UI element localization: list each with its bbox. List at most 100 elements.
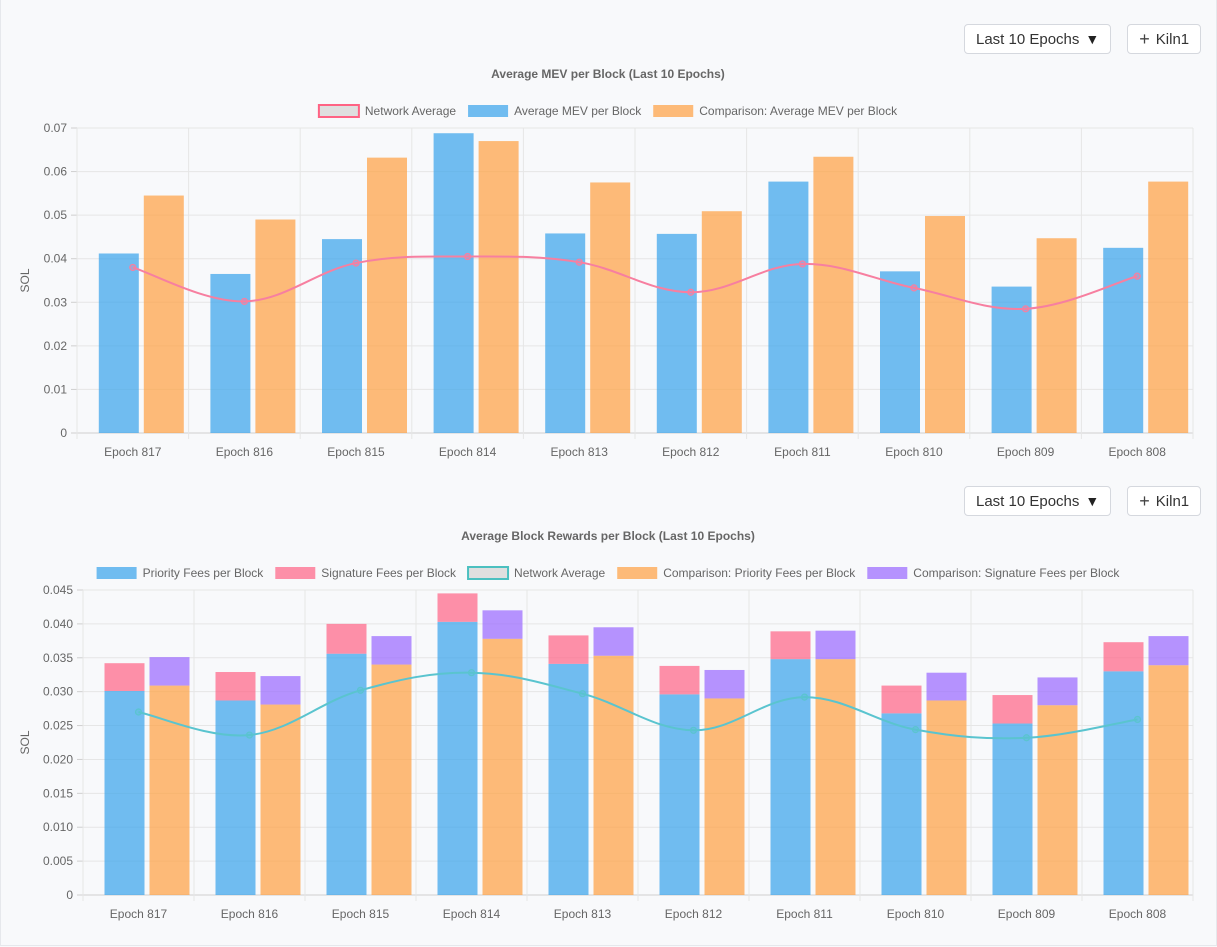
bar [260,676,301,705]
y-tick-label: 0.010 [43,820,73,834]
bar [371,664,412,895]
bar [1148,636,1189,666]
bar [701,211,742,433]
network-average-point [1133,715,1142,724]
bar [482,610,523,639]
legend-swatch [467,566,510,580]
x-axis: Epoch 817 Epoch 816 Epoch 815 Epoch 814 Epoc… [76,128,1194,459]
x-tick-label: Epoch 814 [439,445,497,459]
bar [545,233,586,433]
x-tick-label: Epoch 817 [104,445,162,459]
bar [1103,671,1144,895]
network-average-point [578,690,587,698]
bar [768,181,809,433]
legend-swatch [468,105,509,117]
y-tick-label: 0.025 [43,719,73,733]
bar [593,627,634,656]
bar [815,659,856,895]
plus-icon: + [1139,29,1150,49]
legend-swatch [617,567,658,579]
network-average-point [575,258,583,266]
y-tick-label: 0.01 [44,382,68,396]
bar [322,239,362,433]
bar [926,672,967,701]
rewards-chart-controls: Last 10 Epochs ▼ + Kiln1 [964,486,1202,516]
network-average-point [464,252,472,261]
x-tick-label: Epoch 808 [1109,445,1167,459]
bar [659,665,700,695]
x-axis: Epoch 817 Epoch 816 Epoch 815 Epoch 814 Epoc… [82,590,1194,921]
network-average-point [467,669,476,677]
bar [992,723,1033,895]
bar [1148,665,1189,895]
network-average-point [910,284,918,292]
network-average-point [689,726,698,734]
bar [149,657,190,686]
bar [1037,677,1078,706]
network-average-point [798,260,807,268]
x-tick-label: Epoch 812 [665,907,723,921]
x-tick-label: Epoch 814 [443,907,501,921]
bar [326,623,367,654]
x-tick-label: Epoch 811 [776,907,833,921]
network-average-point [1022,734,1031,742]
y-axis-label: SOL [18,268,32,292]
bar [659,694,700,895]
y-tick-label: 0.06 [44,165,68,179]
x-tick-label: Epoch 809 [998,907,1056,921]
add-validator-button[interactable]: + Kiln1 [1127,486,1202,516]
bar [143,195,184,433]
bar [437,593,478,622]
network-average-series [129,252,1141,313]
legend-swatch [96,567,137,579]
y-tick-label: 0.030 [43,685,73,699]
y-tick-label: 0.020 [43,752,73,766]
x-tick-label: Epoch 815 [332,907,390,921]
y-tick-label: 0.035 [43,651,73,665]
legend-swatch [275,567,316,579]
bar [1036,238,1077,433]
epoch-range-dropdown[interactable]: Last 10 Epochs ▼ [964,486,1112,516]
legend-label: Comparison: Average MEV per Block [699,104,898,118]
add-validator-button[interactable]: + Kiln1 [1127,24,1202,54]
x-tick-label: Epoch 813 [554,907,612,921]
x-tick-label: Epoch 809 [997,445,1055,459]
bars [98,133,1189,434]
bar [881,685,922,714]
network-average-point [1021,305,1030,313]
network-average-point [800,693,809,701]
validator-label: Kiln1 [1155,492,1190,510]
bar [881,713,922,895]
y-tick-label: 0.015 [43,786,73,800]
legend-swatch [653,105,694,117]
network-average-point [245,731,254,739]
mev-chart-controls: Last 10 Epochs ▼ + Kiln1 [964,24,1202,54]
network-average-point [1133,272,1141,280]
bar [548,635,589,664]
y-tick-label: 0.005 [43,854,73,868]
x-tick-label: Epoch 813 [551,445,609,459]
bar [656,233,697,433]
legend-label: Average MEV per Block [514,104,642,118]
bar [215,700,256,895]
bar [704,669,745,699]
bar [813,156,854,433]
bar [548,663,589,895]
x-tick-label: Epoch 810 [887,907,945,921]
plus-icon: + [1139,491,1150,511]
legend: Network Average Average MEV per Block Comp… [317,104,898,118]
bar [704,698,745,895]
network-average-point [129,263,137,272]
bar [371,636,412,665]
legend-label: Network Average [365,104,456,118]
bar [992,695,1033,724]
bar [104,663,145,691]
bar [326,653,367,895]
y-tick-label: 0.040 [43,617,73,631]
chart-title: Average Block Rewards per Block (Last 10… [461,529,755,543]
legend-swatch [867,567,908,579]
network-average-point [134,708,143,716]
bar [1103,642,1144,672]
epoch-range-dropdown[interactable]: Last 10 Epochs ▼ [964,24,1112,54]
bar [215,672,256,701]
